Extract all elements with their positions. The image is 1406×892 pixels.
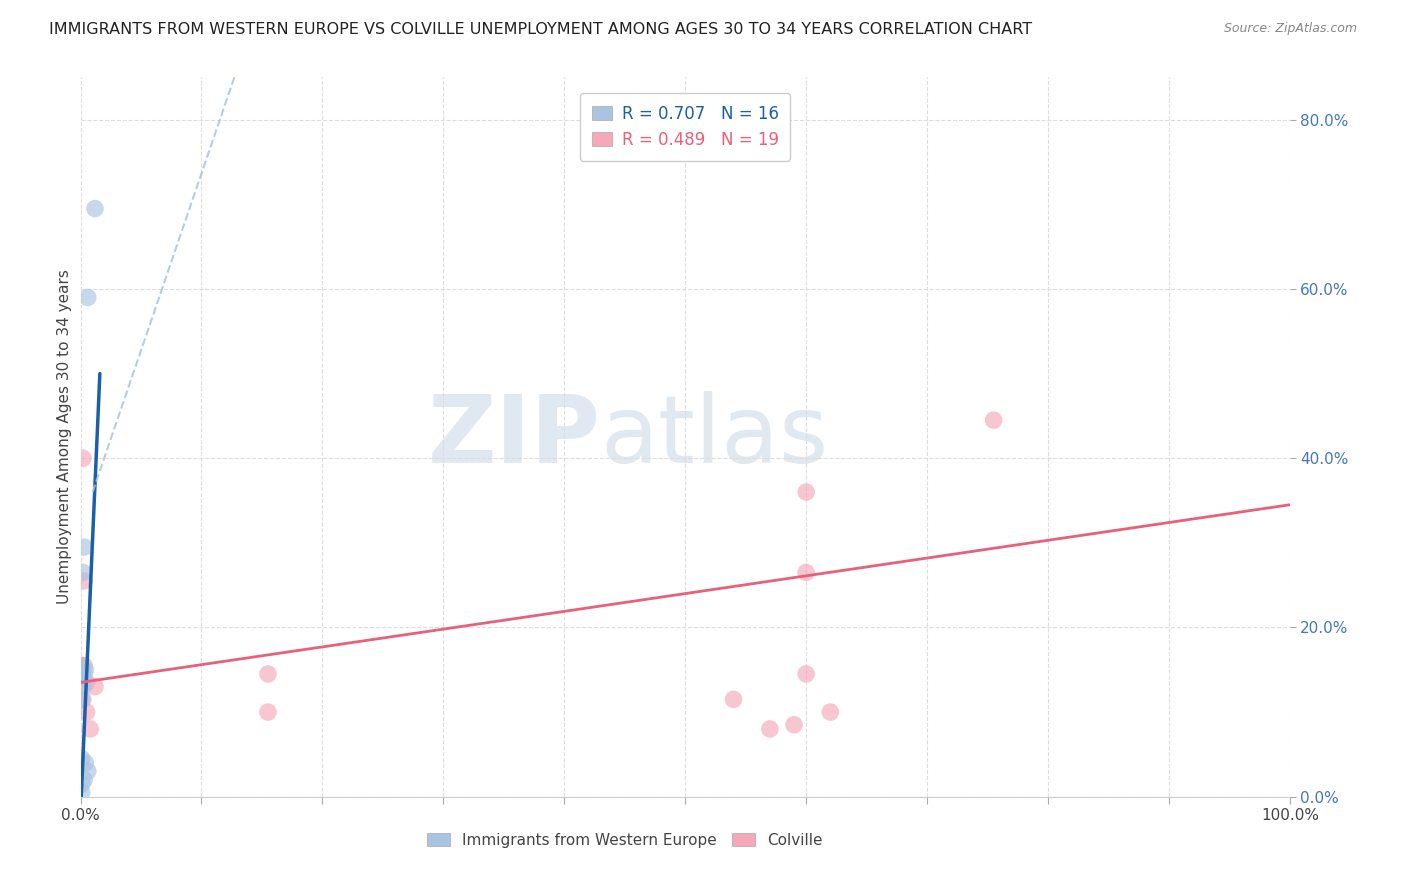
Point [70,658,93,673]
Text: Source: ZipAtlas.com: Source: ZipAtlas.com [1223,22,1357,36]
Point [70,751,93,765]
Point [73,540,96,554]
Point [76,675,98,690]
Text: atlas: atlas [600,391,828,483]
Point [257,705,280,719]
Point [794,566,817,580]
Point [72,680,94,694]
Point [794,667,817,681]
Point [70,785,93,799]
Point [820,705,842,719]
Point [794,485,817,500]
Point [72,451,94,466]
Point [72,671,94,685]
Point [73,772,96,787]
Point [84,680,107,694]
Text: IMMIGRANTS FROM WESTERN EUROPE VS COLVILLE UNEMPLOYMENT AMONG AGES 30 TO 34 YEAR: IMMIGRANTS FROM WESTERN EUROPE VS COLVIL… [49,22,1032,37]
Point [983,413,1005,427]
Point [72,692,94,706]
Point [72,566,94,580]
Text: ZIP: ZIP [427,391,600,483]
Point [75,663,97,677]
Point [783,718,806,732]
Point [75,756,97,770]
Point [73,658,96,673]
Point [76,705,98,719]
Point [79,722,101,736]
Point [70,658,93,673]
Point [257,667,280,681]
Point [84,202,107,216]
Point [73,574,96,588]
Y-axis label: Unemployment Among Ages 30 to 34 years: Unemployment Among Ages 30 to 34 years [58,269,72,605]
Point [70,777,93,791]
Point [759,722,782,736]
Point [73,667,96,681]
Point [76,290,98,304]
Legend: R = 0.707   N = 16, R = 0.489   N = 19: R = 0.707 N = 16, R = 0.489 N = 19 [581,93,790,161]
Point [76,764,98,779]
Point [70,692,93,706]
Point [723,692,745,706]
